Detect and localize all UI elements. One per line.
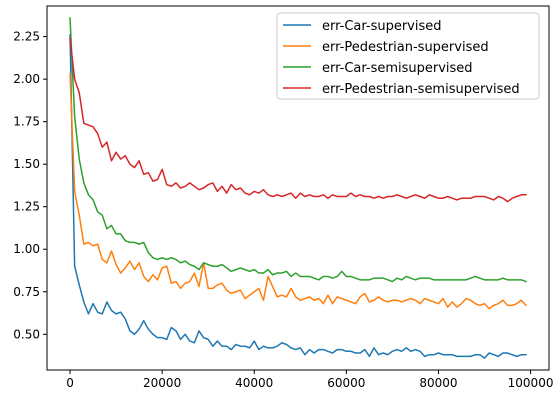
plot-frame [46, 5, 550, 371]
legend-label: err-Pedestrian-semisupervised [322, 82, 520, 97]
x-tick-label: 60000 [327, 376, 365, 390]
y-tick-label: 2.00 [13, 72, 40, 86]
plot-lines [69, 17, 528, 359]
legend-items: err-Car-supervised err-Pedestrian-supervi… [283, 19, 520, 97]
x-axis: 0 20000 40000 60000 80000 100000 [66, 370, 553, 390]
y-tick-label: 1.25 [13, 200, 40, 214]
legend-box [276, 12, 540, 100]
y-tick-label: 1.00 [13, 242, 40, 256]
y-axis: 0.50 0.75 1.00 1.25 1.50 1.75 2.00 2.25 [13, 30, 47, 341]
x-tick-label: 0 [66, 376, 74, 390]
x-tick-label: 20000 [143, 376, 181, 390]
y-tick-label: 1.50 [13, 157, 40, 171]
x-tick-label: 40000 [235, 376, 273, 390]
legend: err-Car-supervised err-Pedestrian-supervi… [276, 12, 540, 100]
legend-label: err-Car-semisupervised [322, 61, 473, 76]
x-tick-label: 80000 [419, 376, 457, 390]
legend-label: err-Car-supervised [322, 19, 442, 34]
y-tick-label: 0.75 [13, 285, 40, 299]
y-tick-label: 1.75 [13, 115, 40, 129]
y-tick-label: 0.50 [13, 327, 40, 341]
y-tick-label: 2.25 [13, 30, 40, 44]
series-line-err-car-semisupervised [69, 17, 527, 283]
x-tick-label: 100000 [508, 376, 554, 390]
series-line-err-car-supervised [69, 34, 527, 359]
series-line-err-pedestrian-supervised [69, 73, 528, 310]
series-line-err-pedestrian-semisupervised [69, 37, 527, 203]
legend-label: err-Pedestrian-supervised [322, 40, 489, 55]
